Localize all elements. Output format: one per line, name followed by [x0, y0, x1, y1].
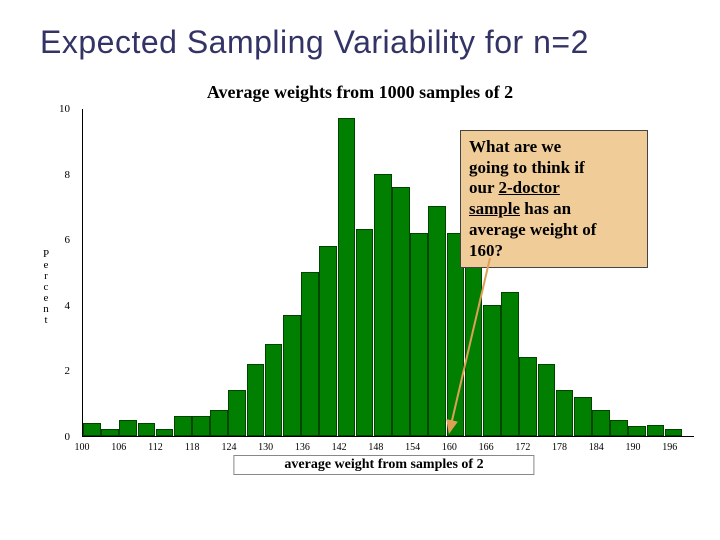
- histogram-bar: [483, 305, 501, 436]
- x-tick-label: 124: [221, 442, 236, 453]
- histogram-bar: [628, 426, 646, 436]
- callout-box: What are we going to think if our 2-doct…: [460, 130, 648, 268]
- x-tick-label: 112: [148, 442, 163, 453]
- histogram-bar: [665, 429, 683, 436]
- histogram-bar: [610, 420, 628, 436]
- callout-text-1: What are we: [469, 137, 561, 156]
- callout-text-5: average weight of: [469, 220, 596, 239]
- histogram-bar: [101, 429, 119, 436]
- histogram-bar: [647, 425, 665, 436]
- x-tick-label: 166: [479, 442, 494, 453]
- x-tick-label: 172: [515, 442, 530, 453]
- histogram-bar: [265, 344, 283, 436]
- histogram-bar: [519, 357, 537, 436]
- callout-text-6: 160?: [469, 241, 503, 260]
- histogram-bar: [174, 416, 192, 436]
- x-tick-label: 184: [589, 442, 604, 453]
- histogram-bar: [501, 292, 519, 436]
- x-tick-label: 130: [258, 442, 273, 453]
- callout-text-4u: sample: [469, 199, 520, 218]
- histogram-bar: [428, 206, 446, 436]
- x-tick-label: 136: [295, 442, 310, 453]
- x-tick-label: 154: [405, 442, 420, 453]
- chart-title: Average weights from 1000 samples of 2: [40, 82, 680, 103]
- callout-text-3a: our: [469, 178, 498, 197]
- y-tick-label: 8: [50, 169, 70, 181]
- x-tick-label: 196: [662, 442, 677, 453]
- histogram-bar: [556, 390, 574, 436]
- y-tick-label: 2: [50, 365, 70, 377]
- x-tick-label: 100: [75, 442, 90, 453]
- histogram-bar: [228, 390, 246, 436]
- histogram-bar: [247, 364, 265, 436]
- histogram-bar: [210, 410, 228, 436]
- histogram-bar: [138, 423, 156, 436]
- histogram-bar: [374, 174, 392, 436]
- y-tick-label: 4: [50, 300, 70, 312]
- histogram-bar: [574, 397, 592, 436]
- y-axis-label: Percent: [40, 249, 52, 326]
- x-tick-label: 148: [368, 442, 383, 453]
- slide-title: Expected Sampling Variability for n=2: [0, 0, 720, 61]
- histogram-bar: [392, 187, 410, 436]
- histogram-bar: [301, 272, 319, 436]
- histogram-bar: [119, 420, 137, 436]
- callout-text-3u: 2-doctor: [498, 178, 559, 197]
- histogram-bar: [538, 364, 556, 436]
- x-tick-label: 118: [185, 442, 200, 453]
- x-tick-label: 160: [442, 442, 457, 453]
- x-axis-title: average weight from samples of 2: [233, 455, 534, 475]
- histogram-bar: [338, 118, 356, 436]
- x-tick-label: 142: [332, 442, 347, 453]
- x-tick-label: 106: [111, 442, 126, 453]
- callout-text-4b: has an: [520, 199, 571, 218]
- y-tick-label: 10: [50, 103, 70, 115]
- y-tick-label: 6: [50, 234, 70, 246]
- histogram-bar: [410, 233, 428, 436]
- x-tick-label: 190: [626, 442, 641, 453]
- histogram-bar: [356, 229, 374, 436]
- histogram-bar: [319, 246, 337, 436]
- callout-text-2: going to think if: [469, 158, 585, 177]
- histogram-bar: [283, 315, 301, 436]
- y-tick-label: 0: [50, 431, 70, 443]
- histogram-bar: [592, 410, 610, 436]
- histogram-bar: [192, 416, 210, 436]
- histogram-bar: [465, 249, 483, 436]
- x-tick-label: 178: [552, 442, 567, 453]
- histogram-bar: [156, 429, 174, 436]
- histogram-bar: [83, 423, 101, 436]
